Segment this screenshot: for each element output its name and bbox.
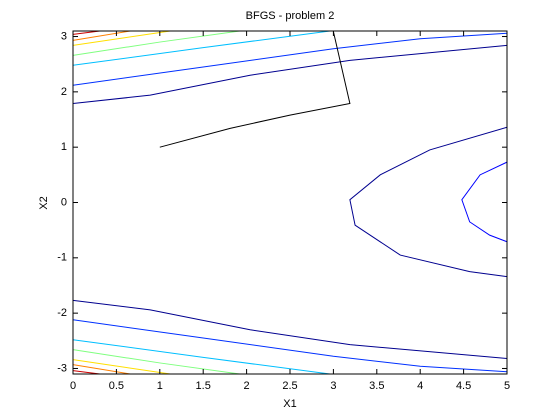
x-tick-label: 4 — [417, 380, 423, 392]
contour-line — [72, 30, 100, 35]
y-tick-label: -2 — [57, 307, 67, 319]
x-tick-label: 1 — [157, 380, 163, 392]
y-tick-label: 1 — [61, 141, 67, 153]
contour-line — [72, 30, 131, 41]
contour-line — [72, 359, 171, 375]
contour-line — [72, 364, 131, 375]
x-tick-label: 2.5 — [282, 380, 297, 392]
x-axis-label: X1 — [283, 398, 296, 410]
chart-title: BFGS - problem 2 — [246, 10, 335, 22]
plot-area — [72, 30, 508, 375]
contour-line — [72, 44, 508, 104]
contour-line — [72, 30, 330, 66]
contour-line — [461, 161, 508, 243]
contour-line — [72, 32, 508, 86]
x-tick-label: 3 — [330, 380, 336, 392]
y-tick-label: 2 — [61, 86, 67, 98]
contour-line — [72, 349, 240, 375]
x-tick-label: 4.5 — [456, 380, 471, 392]
axes-box — [72, 30, 508, 375]
y-tick-label: 0 — [61, 196, 67, 208]
contour-line — [72, 299, 508, 360]
x-tick-label: 0.5 — [109, 380, 124, 392]
contour-line — [72, 319, 508, 373]
contour-line — [72, 30, 240, 56]
y-tick-label: -3 — [57, 362, 67, 374]
contour-line — [349, 126, 508, 278]
x-tick-label: 3.5 — [369, 380, 384, 392]
y-axis-label: X2 — [38, 196, 50, 209]
x-tick-label: 0 — [70, 380, 76, 392]
y-tick-label: -1 — [57, 252, 67, 264]
y-tick-label: 3 — [61, 30, 67, 42]
x-tick-label: 1.5 — [196, 380, 211, 392]
contour-line — [72, 30, 171, 46]
x-tick-label: 2 — [244, 380, 250, 392]
contour-line — [159, 31, 351, 148]
contour-line — [72, 370, 100, 375]
x-tick-label: 5 — [504, 380, 510, 392]
contour-line — [72, 339, 330, 375]
